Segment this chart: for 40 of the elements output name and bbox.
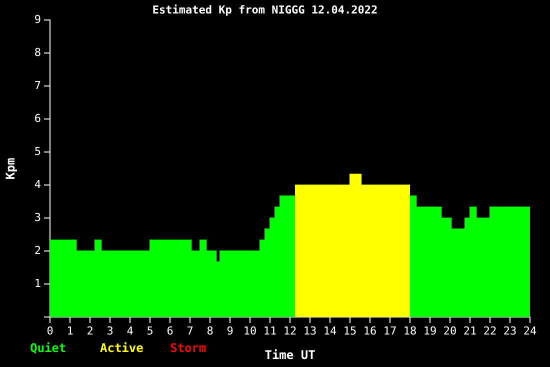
x-tick-label: 17 [383,324,397,338]
y-tick-label: 8 [34,46,41,60]
x-tick-label: 2 [86,324,94,338]
text: Active [100,341,144,356]
y-tick-label: 4 [34,178,42,191]
y-tick-label: 9 [34,13,41,26]
x-tick-label: 16 [363,324,377,338]
x-tick-label: 11 [263,324,277,338]
y-tick-label: 6 [34,112,41,125]
x-tick-label: 9 [226,324,234,338]
x-tick-label: 1 [66,324,74,338]
x-tick-label: 0 [46,324,54,338]
x-tick-label: 21 [463,324,477,338]
x-tick-label: 15 [343,324,357,338]
legend-label: Storm [170,341,206,356]
x-tick-label: 4 [126,324,134,338]
x-tick-label: 24 [523,324,537,338]
x-tick-label: 13 [303,324,317,338]
y-tick-label: 3 [34,210,41,224]
x-tick-label: 6 [166,324,174,338]
x-tick-label: 12 [283,324,297,338]
x-tick-label: 23 [503,324,517,338]
y-tick-label: 2 [34,244,41,257]
x-tick-label: 22 [483,324,497,338]
x-axis-title: Time UT [264,348,316,362]
y-tick-label: 7 [34,79,41,92]
x-tick-label: 14 [323,324,337,338]
x-tick-label: 3 [106,324,114,338]
y-tick-label: 1 [34,276,41,290]
y-axis-title: Kpm [3,158,18,180]
x-tick-label: 19 [423,324,437,338]
x-tick-label: 8 [206,324,214,338]
x-tick-label: 20 [443,324,457,338]
x-tick-label: 5 [146,324,154,338]
x-tick-label: 18 [403,324,417,338]
text: Quiet [30,341,66,356]
x-tick-label: 10 [243,324,257,338]
x-tick-label: 7 [186,324,194,338]
chart-title: Estimated Kp from NIGGG 12.04.2022 [152,3,378,16]
y-tick-label: 5 [34,144,41,158]
